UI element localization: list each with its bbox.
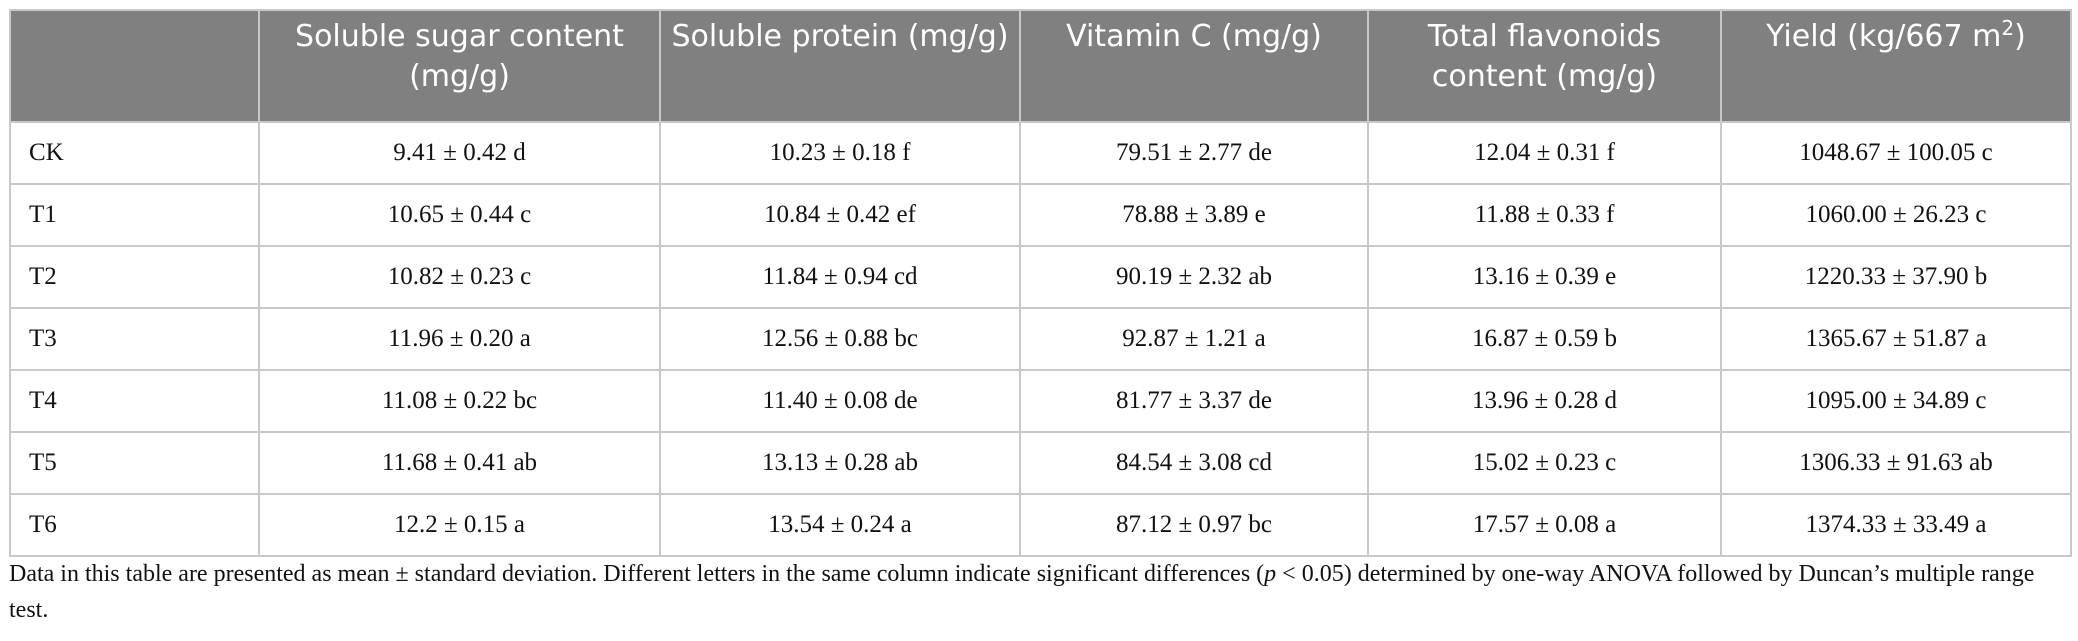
header-cell: Soluble sugar content (mg/g) — [258, 9, 661, 123]
table-cell: 11.88 ± 0.33 f — [1367, 183, 1722, 247]
table-cell: 17.57 ± 0.08 a — [1367, 493, 1722, 557]
table-cell: T3 — [9, 307, 260, 371]
table-cell: 10.65 ± 0.44 c — [258, 183, 661, 247]
table-cell: T2 — [9, 245, 260, 309]
table-cell: 13.54 ± 0.24 a — [659, 493, 1021, 557]
table-cell: 12.56 ± 0.88 bc — [659, 307, 1021, 371]
header-cell: Vitamin C (mg/g) — [1019, 9, 1369, 123]
table-cell: CK — [9, 121, 260, 185]
table-cell: 1095.00 ± 34.89 c — [1720, 369, 2072, 433]
table-cell: 1048.67 ± 100.05 c — [1720, 121, 2072, 185]
table-cell: 16.87 ± 0.59 b — [1367, 307, 1722, 371]
table-cell: 12.04 ± 0.31 f — [1367, 121, 1722, 185]
table-cell: 12.2 ± 0.15 a — [258, 493, 661, 557]
table-cell: 10.84 ± 0.42 ef — [659, 183, 1021, 247]
table-cell: 10.23 ± 0.18 f — [659, 121, 1021, 185]
table-row: T1 10.65 ± 0.44 c 10.84 ± 0.42 ef 78.88 ± 3… — [9, 183, 2072, 247]
header-text: Yield (kg/667 m — [1766, 19, 2002, 54]
header-cell — [9, 9, 260, 123]
table-cell: 1365.67 ± 51.87 a — [1720, 307, 2072, 371]
table-row: T4 11.08 ± 0.22 bc 11.40 ± 0.08 de 81.77 ± … — [9, 369, 2072, 433]
table-body: CK 9.41 ± 0.42 d 10.23 ± 0.18 f 79.51 ± 2.7… — [9, 121, 2072, 557]
table-cell: 13.13 ± 0.28 ab — [659, 431, 1021, 495]
table-cell: 11.68 ± 0.41 ab — [258, 431, 661, 495]
table-row: T2 10.82 ± 0.23 c 11.84 ± 0.94 cd 90.19 ± 2… — [9, 245, 2072, 309]
header-cell: Soluble protein (mg/g) — [659, 9, 1021, 123]
table-cell: 1060.00 ± 26.23 c — [1720, 183, 2072, 247]
table-cell: 1220.33 ± 37.90 b — [1720, 245, 2072, 309]
footnote: Data in this table are presented as mean… — [9, 556, 2070, 628]
table-cell: 1374.33 ± 33.49 a — [1720, 493, 2072, 557]
table-cell: 10.82 ± 0.23 c — [258, 245, 661, 309]
note-text: p — [1264, 561, 1277, 587]
header-cell: Yield (kg/667 m2) — [1720, 9, 2072, 123]
table-cell: 11.40 ± 0.08 de — [659, 369, 1021, 433]
table-row: CK 9.41 ± 0.42 d 10.23 ± 0.18 f 79.51 ± 2.7… — [9, 121, 2072, 185]
table: Soluble sugar content (mg/g) Soluble prot… — [9, 9, 2072, 557]
table-row: T3 11.96 ± 0.20 a 12.56 ± 0.88 bc 92.87 ± 1… — [9, 307, 2072, 371]
table-cell: 92.87 ± 1.21 a — [1019, 307, 1369, 371]
note-text: Data in this table are presented as mean… — [9, 561, 1265, 587]
table-cell: T6 — [9, 493, 260, 557]
table-cell: 11.08 ± 0.22 bc — [258, 369, 661, 433]
table-cell: 11.96 ± 0.20 a — [258, 307, 661, 371]
table-cell: 15.02 ± 0.23 c — [1367, 431, 1722, 495]
table-cell: T5 — [9, 431, 260, 495]
header-row: Soluble sugar content (mg/g) Soluble prot… — [9, 9, 2072, 123]
table-cell: 79.51 ± 2.77 de — [1019, 121, 1369, 185]
header-text: ) — [2014, 19, 2026, 54]
table-row: T6 12.2 ± 0.15 a 13.54 ± 0.24 a 87.12 ± 0.9… — [9, 493, 2072, 557]
table-cell: T4 — [9, 369, 260, 433]
header-sup: 2 — [2001, 16, 2015, 40]
table-cell: 13.96 ± 0.28 d — [1367, 369, 1722, 433]
table-cell: 87.12 ± 0.97 bc — [1019, 493, 1369, 557]
table-cell: 90.19 ± 2.32 ab — [1019, 245, 1369, 309]
table-cell: 1306.33 ± 91.63 ab — [1720, 431, 2072, 495]
table-cell: 81.77 ± 3.37 de — [1019, 369, 1369, 433]
table-cell: 84.54 ± 3.08 cd — [1019, 431, 1369, 495]
table-row: T5 11.68 ± 0.41 ab 13.13 ± 0.28 ab 84.54 ± … — [9, 431, 2072, 495]
table-cell: 11.84 ± 0.94 cd — [659, 245, 1021, 309]
table-wrap: Soluble sugar content (mg/g) Soluble prot… — [9, 9, 2072, 557]
table-cell: 78.88 ± 3.89 e — [1019, 183, 1369, 247]
table-cell: T1 — [9, 183, 260, 247]
table-cell: 9.41 ± 0.42 d — [258, 121, 661, 185]
header-cell: Total flavonoids content (mg/g) — [1367, 9, 1722, 123]
table-cell: 13.16 ± 0.39 e — [1367, 245, 1722, 309]
note-text: < 0.05) determined by one-way ANOVA foll… — [9, 561, 2035, 623]
